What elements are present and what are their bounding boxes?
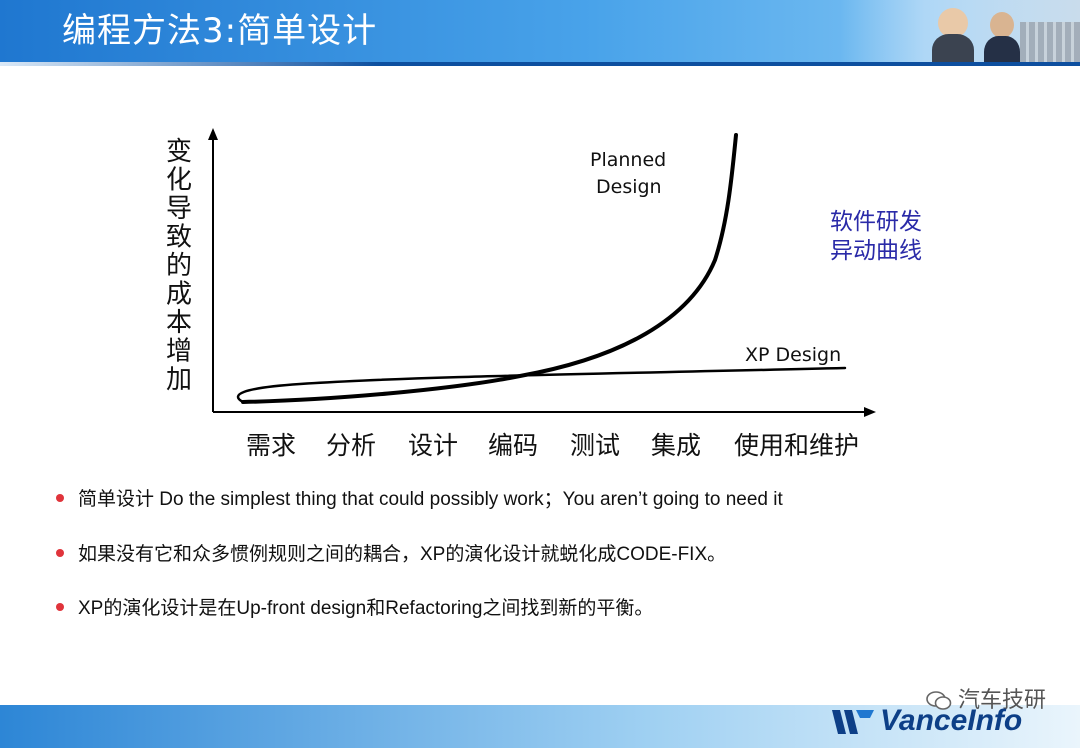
header-divider: [0, 62, 1080, 66]
y-axis-label-char: 化: [166, 166, 192, 196]
x-tick-label: 设计: [408, 431, 458, 460]
x-tick-label: 测试: [570, 431, 620, 460]
y-axis-label-char: 导: [166, 194, 192, 224]
bullet-text: 简单设计 Do the simplest thing that could po…: [78, 489, 783, 510]
bullet-icon: [56, 493, 64, 502]
x-tick-label: 分析: [326, 431, 376, 460]
bullet-item-3: XP的演化设计是在Up-front design和Refactoring之间找到…: [56, 593, 653, 620]
company-logo: VanceInfo: [830, 704, 1022, 744]
bullet-icon: [56, 548, 64, 557]
bullet-item-2: 如果没有它和众多惯例规则之间的耦合，XP的演化设计就蜕化成CODE-FIX。: [56, 539, 726, 566]
bullet-text: 如果没有它和众多惯例规则之间的耦合，XP的演化设计就蜕化成CODE-FIX。: [78, 544, 727, 565]
y-axis-label-char: 成: [166, 280, 192, 310]
x-tick-label: 使用和维护: [734, 431, 859, 460]
y-axis-arrow: [208, 128, 218, 140]
chart-note-line2: 异动曲线: [830, 238, 922, 264]
y-axis-label-char: 致: [166, 223, 192, 253]
bullet-text: XP的演化设计是在Up-front design和Refactoring之间找到…: [78, 598, 654, 619]
header-bar: 编程方法3:简单设计: [0, 0, 1080, 62]
page-title: 编程方法3:简单设计: [62, 11, 378, 51]
vanceinfo-logo-mark: [832, 710, 874, 735]
y-axis-label-char: 本: [166, 308, 192, 338]
logo-text: VanceInfo: [880, 704, 1023, 737]
series-line-xp-design: [236, 366, 847, 404]
header-photo: [840, 0, 1080, 62]
series-label-planned-line1: Planned: [590, 149, 666, 171]
wechat-icon: [926, 691, 952, 710]
x-tick-label: 集成: [651, 431, 701, 460]
y-axis-label-char: 加: [166, 365, 192, 395]
series-label-xp-design: XP Design: [745, 344, 841, 366]
watermark-text: 汽车技研: [957, 688, 1046, 713]
series-line-planned-design: [241, 133, 738, 404]
y-axis-label-char: 增: [166, 337, 192, 367]
watermark: 汽车技研: [926, 682, 1046, 714]
x-axis-arrow: [864, 407, 876, 417]
x-tick-label: 需求: [246, 431, 296, 460]
bullet-icon: [56, 602, 64, 611]
y-axis-label-char: 的: [166, 251, 192, 281]
bullet-item-1: 简单设计 Do the simplest thing that could po…: [56, 484, 783, 511]
series-label-planned-line2: Design: [596, 176, 662, 198]
footer-band: [0, 705, 1080, 748]
x-axis-categories: 需求 分析 设计 编码 测试 集成 使用和维护: [246, 431, 859, 460]
chart-note-line1: 软件研发: [830, 209, 922, 235]
x-tick-label: 编码: [488, 431, 538, 460]
y-axis-label-char: 变: [166, 137, 192, 167]
